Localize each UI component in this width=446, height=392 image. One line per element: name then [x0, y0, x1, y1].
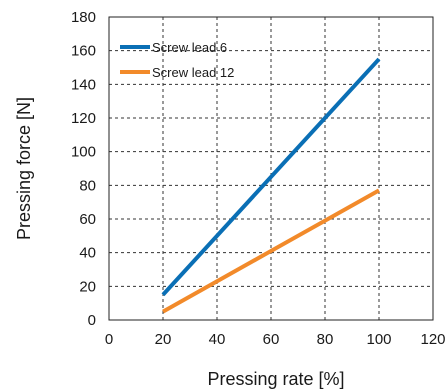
legend-label: Screw lead 6	[152, 40, 227, 55]
series-lines	[161, 57, 381, 314]
grid	[109, 17, 433, 320]
y-tick-label: 160	[71, 43, 96, 60]
x-axis-label: Pressing rate [%]	[207, 369, 344, 389]
y-axis-label: Pressing force [N]	[14, 97, 34, 240]
y-tick-label: 180	[71, 9, 96, 26]
y-tick-label: 20	[79, 278, 96, 295]
y-tick-label: 120	[71, 110, 96, 127]
legend: Screw lead 6 Screw lead 12	[120, 40, 234, 80]
x-tick-label: 120	[420, 331, 445, 348]
legend-label: Screw lead 12	[152, 65, 234, 80]
plot-frame	[108, 16, 434, 321]
y-tick-label: 40	[79, 245, 96, 262]
x-tick-label: 40	[209, 331, 226, 348]
y-tick-label: 60	[79, 211, 96, 228]
series-line-screw-lead-12	[162, 188, 380, 314]
x-tick-label: 60	[263, 331, 280, 348]
tick-labels: 0 20 40 60 80 100 120 0 20 40 60 80 100 120 140 160 180	[71, 9, 446, 348]
y-tick-label: 140	[71, 76, 96, 93]
x-tick-label: 20	[155, 331, 172, 348]
y-tick-label: 80	[79, 177, 96, 194]
x-tick-label: 0	[105, 331, 113, 348]
x-tick-label: 80	[317, 331, 334, 348]
y-tick-label: 100	[71, 144, 96, 161]
x-tick-label: 100	[366, 331, 391, 348]
series-line-screw-lead-6	[161, 57, 381, 297]
y-tick-label: 0	[88, 312, 96, 329]
